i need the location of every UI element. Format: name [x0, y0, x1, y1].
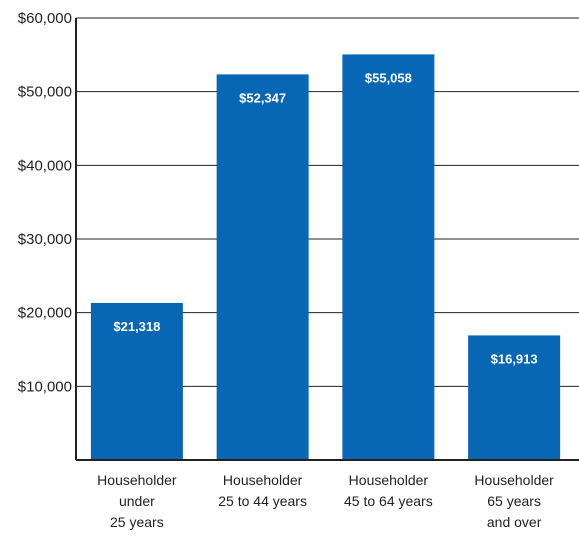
- y-tick-label: $10,000: [18, 378, 72, 395]
- bar: [342, 54, 435, 460]
- bar: [90, 302, 183, 460]
- category-label-line: and over: [487, 514, 542, 530]
- category-label: Householder 45 to 64 years: [344, 472, 433, 509]
- category-label-line: 45 to 64 years: [344, 493, 433, 509]
- bar-value-label: $52,347: [239, 90, 286, 105]
- y-tick-label: $30,000: [18, 231, 72, 248]
- bar: [468, 335, 561, 460]
- category-label-line: Householder: [474, 472, 554, 488]
- category-label: Householder 65 years and over: [474, 472, 554, 530]
- category-label-line: Householder: [97, 472, 177, 488]
- bar: [216, 74, 309, 460]
- y-tick-label: $60,000: [18, 10, 72, 27]
- bar-value-label: $21,318: [113, 319, 160, 334]
- y-tick-label: $20,000: [18, 305, 72, 322]
- bars: [90, 54, 561, 460]
- category-label-line: 25 years: [110, 514, 164, 530]
- y-tick-label: $50,000: [18, 84, 72, 101]
- data-labels: $21,318 $52,347 $55,058 $16,913: [113, 70, 537, 366]
- category-label-line: under: [119, 493, 155, 509]
- category-label: Householder under 25 years: [97, 472, 177, 530]
- category-label-line: 65 years: [487, 493, 541, 509]
- category-label: Householder 25 to 44 years: [218, 472, 307, 509]
- y-axis-ticks: $10,000 $20,000 $30,000 $40,000 $50,000 $60,0…: [18, 10, 72, 395]
- bar-value-label: $55,058: [365, 70, 412, 85]
- category-label-line: Householder: [223, 472, 303, 488]
- category-label-line: Householder: [349, 472, 429, 488]
- category-label-line: 25 to 44 years: [218, 493, 307, 509]
- y-tick-label: $40,000: [18, 157, 72, 174]
- bar-value-label: $16,913: [491, 351, 538, 366]
- x-axis-categories: Householder under 25 years Householder 25 to…: [97, 472, 554, 530]
